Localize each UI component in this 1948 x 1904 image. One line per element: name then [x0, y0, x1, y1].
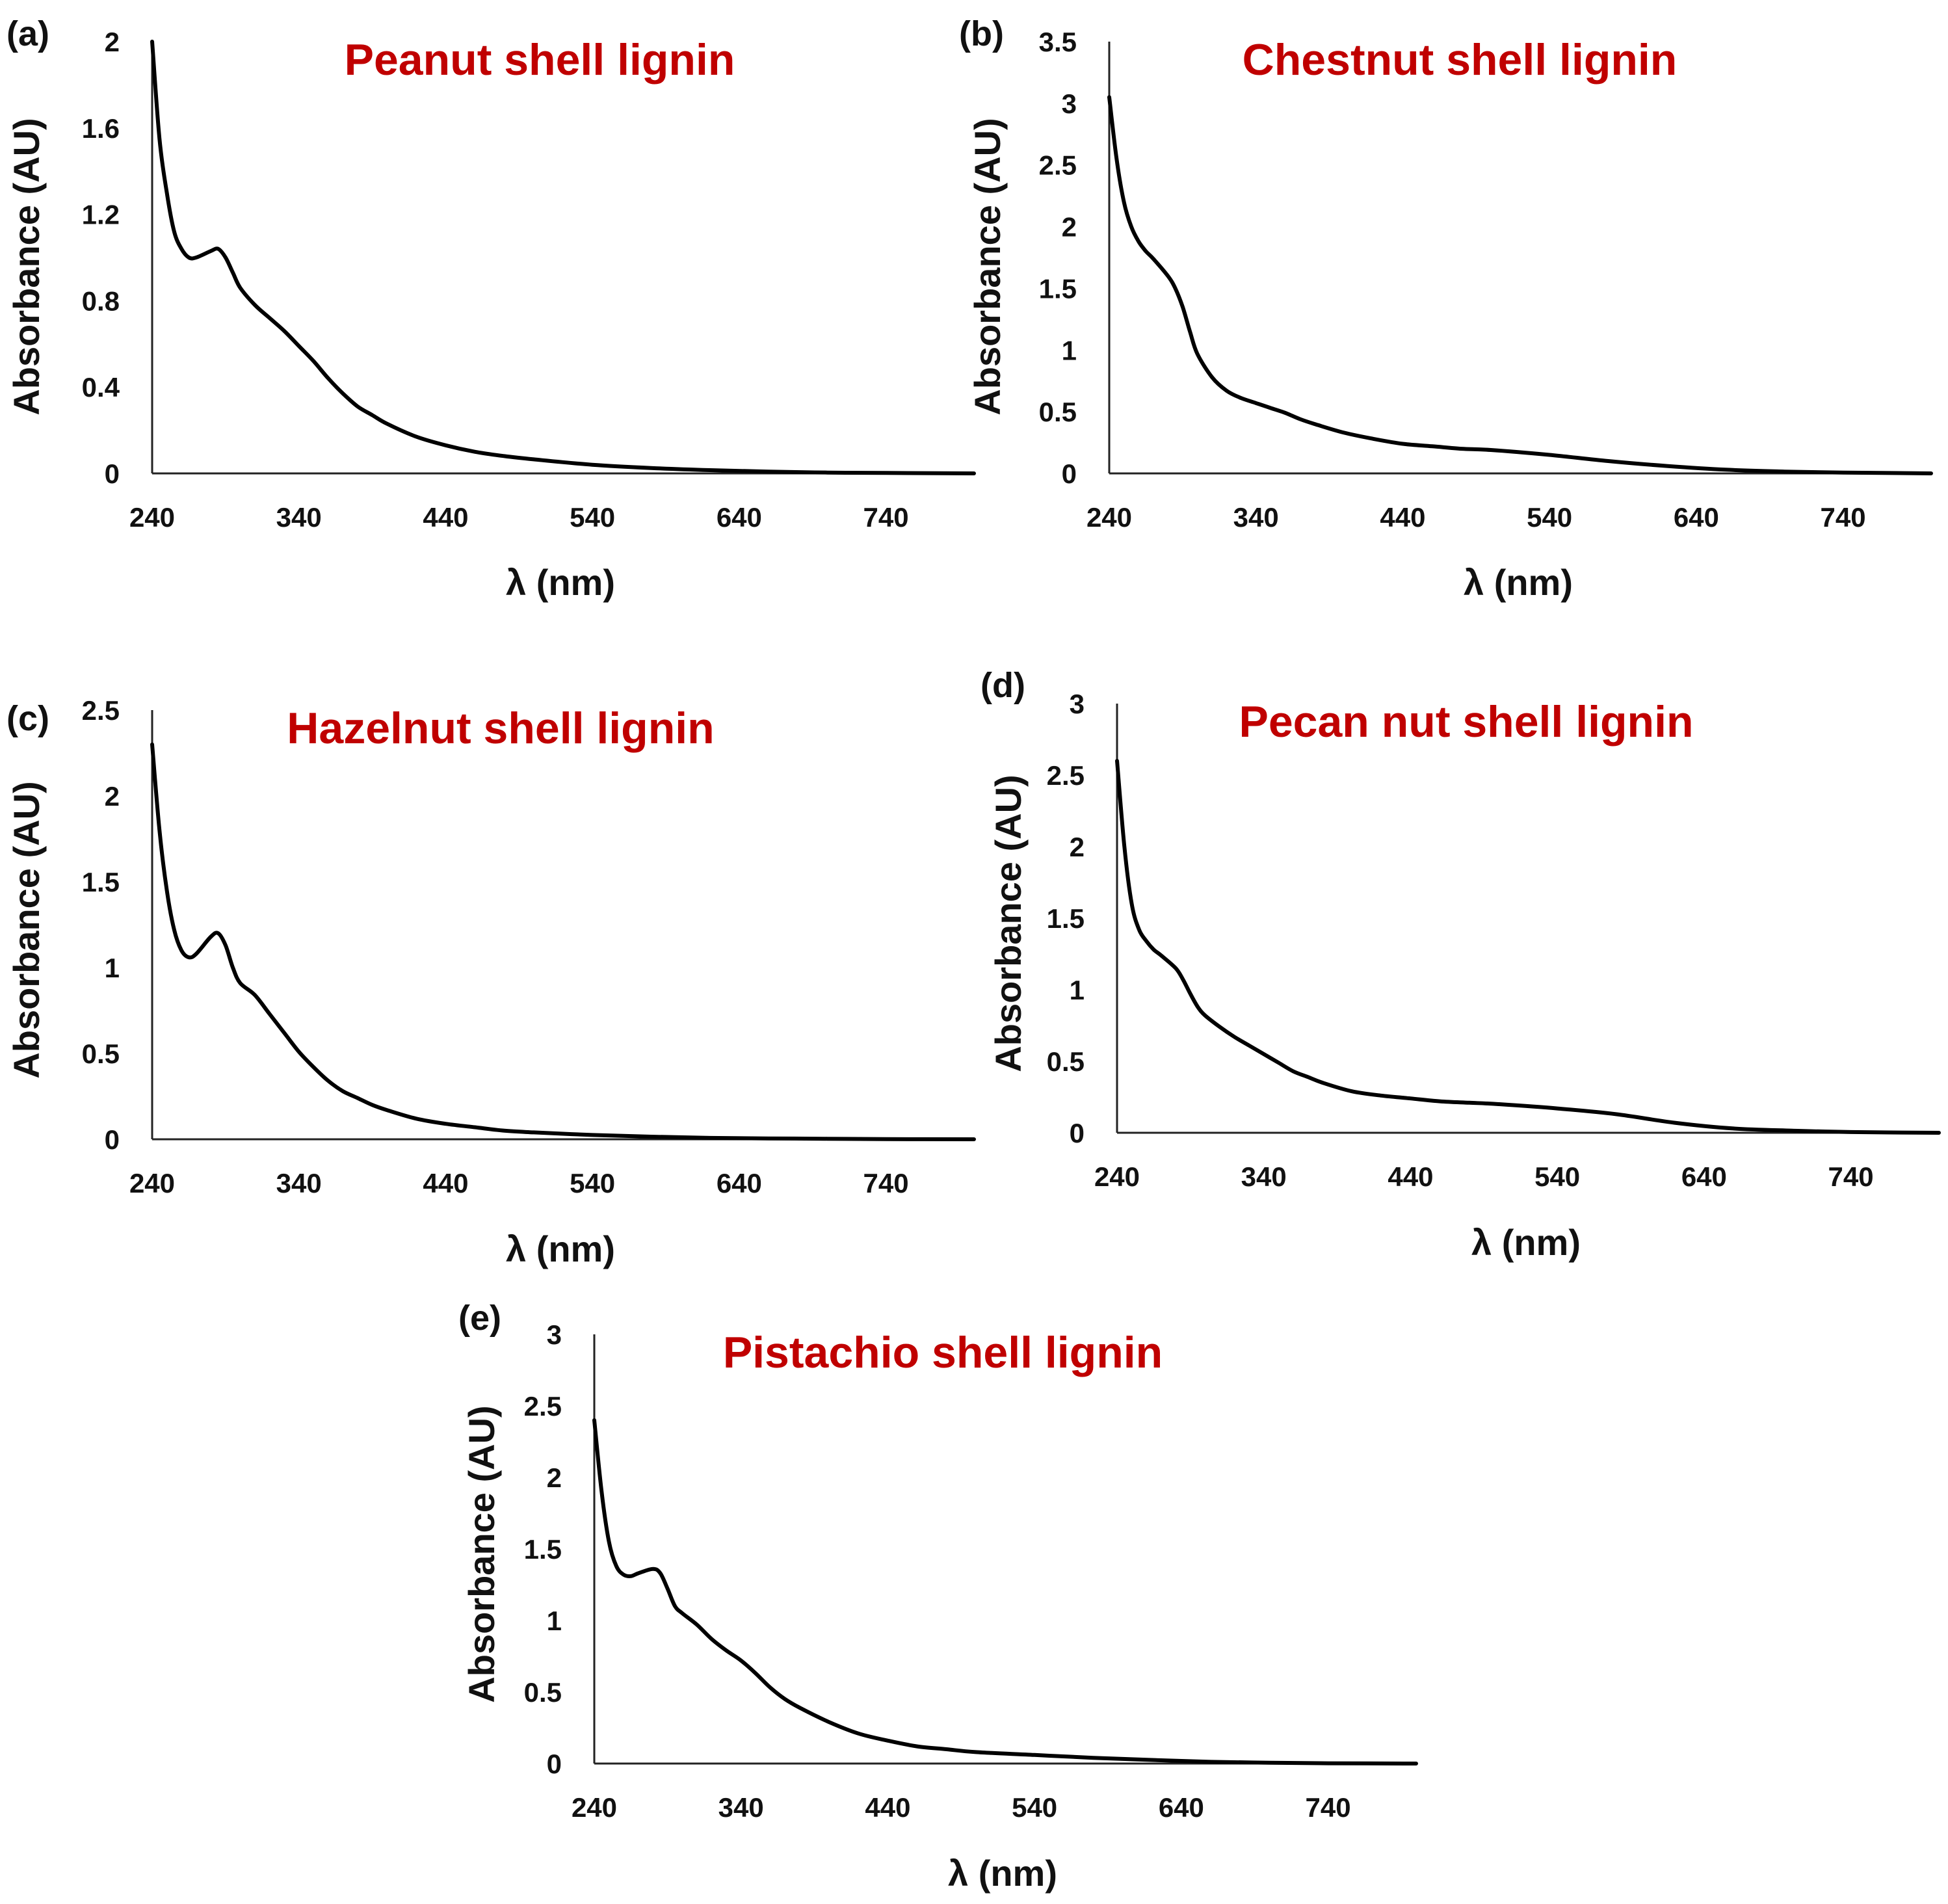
panel-label: (a)	[7, 14, 49, 53]
x-tick-label: 340	[1241, 1161, 1287, 1192]
y-tick-label: 0	[1070, 1118, 1085, 1148]
panel-label: (d)	[981, 666, 1025, 705]
series-line-1	[592, 1418, 1418, 1765]
series-line-1	[150, 742, 976, 1141]
y-tick-label: 0	[105, 458, 120, 489]
y-tick-label: 2	[105, 781, 120, 812]
x-tick-label: 340	[276, 502, 322, 533]
y-tick-label: 2	[105, 27, 120, 57]
x-tick-label: 540	[570, 502, 615, 533]
x-tick-label: 440	[1380, 502, 1425, 533]
series-line-1	[150, 40, 976, 475]
y-tick-label: 2	[547, 1462, 562, 1493]
y-tick-label: 1.2	[82, 200, 120, 230]
x-tick-label: 640	[717, 502, 762, 533]
chart-title: Pistachio shell lignin	[723, 1328, 1163, 1377]
x-tick-label: 240	[129, 1168, 175, 1198]
x-tick-label: 740	[863, 502, 909, 533]
y-tick-label: 1.5	[82, 867, 120, 897]
y-tick-label: 2	[1070, 832, 1085, 862]
y-tick-label: 2.5	[1039, 150, 1077, 181]
chart-panel-b: (b) Chestnut shell lignin 0 0.5 1 1.5 2 2.5 3 3.5…	[959, 14, 1933, 603]
x-tick-label: 640	[1681, 1161, 1727, 1192]
y-tick-label: 2.5	[82, 695, 120, 726]
y-tick-label: 0	[1062, 458, 1077, 489]
panel-label: (c)	[7, 699, 49, 738]
x-tick-label: 240	[1094, 1161, 1140, 1192]
y-tick-label: 1.5	[524, 1534, 562, 1565]
y-tick-label: 1.5	[1047, 903, 1085, 934]
y-tick-label: 2	[1062, 212, 1077, 243]
x-tick-label: 340	[276, 1168, 322, 1198]
y-tick-label: 0.4	[82, 372, 120, 403]
x-axis-title: λ (nm)	[506, 1228, 615, 1269]
x-tick-label: 640	[717, 1168, 762, 1198]
x-tick-label: 240	[572, 1792, 617, 1823]
x-tick-label: 740	[1306, 1792, 1351, 1823]
x-tick-label: 440	[1388, 1161, 1433, 1192]
x-axis-title: λ (nm)	[948, 1853, 1057, 1894]
y-tick-label: 0.5	[524, 1677, 562, 1708]
y-tick-label: 1	[1062, 335, 1077, 365]
y-tick-label: 3	[1062, 88, 1077, 119]
x-tick-label: 540	[1012, 1792, 1057, 1823]
y-tick-label: 2.5	[1047, 760, 1085, 791]
x-tick-label: 240	[129, 502, 175, 533]
x-tick-label: 740	[1821, 502, 1866, 533]
x-tick-label: 540	[1534, 1161, 1580, 1192]
x-tick-label: 740	[863, 1168, 909, 1198]
chart-panel-e: (e) Pistachio shell lignin 0 0.5 1 1.5 2 2.5 3 24…	[458, 1299, 1418, 1894]
x-axis-title: λ (nm)	[1464, 562, 1573, 603]
y-axis-title: Absorbance (AU)	[988, 774, 1029, 1072]
x-tick-label: 240	[1086, 502, 1132, 533]
x-tick-label: 340	[1233, 502, 1279, 533]
x-tick-label: 340	[718, 1792, 764, 1823]
y-tick-label: 1	[547, 1606, 562, 1636]
x-tick-label: 640	[1159, 1792, 1204, 1823]
chart-title: Peanut shell lignin	[345, 35, 735, 85]
x-tick-label: 740	[1828, 1161, 1874, 1192]
y-tick-label: 0.5	[1039, 397, 1077, 427]
chart-panel-c: (c) Hazelnut shell lignin 0 0.5 1 1.5 2 2.5 240 3…	[6, 695, 976, 1269]
panel-label: (b)	[959, 14, 1004, 53]
x-tick-label: 540	[570, 1168, 615, 1198]
series-line-1	[1107, 95, 1933, 475]
y-tick-label: 1	[105, 953, 120, 983]
y-tick-label: 1.5	[1039, 273, 1077, 304]
chart-title: Hazelnut shell lignin	[287, 704, 714, 753]
x-tick-label: 440	[423, 1168, 468, 1198]
x-axis-title: λ (nm)	[506, 562, 615, 603]
y-axis-title: Absorbance (AU)	[967, 118, 1008, 415]
y-tick-label: 0.8	[82, 285, 120, 316]
panel-label: (e)	[458, 1299, 501, 1338]
y-tick-label: 0.5	[1047, 1046, 1085, 1077]
y-tick-label: 1.6	[82, 113, 120, 144]
x-tick-label: 540	[1527, 502, 1572, 533]
y-tick-label: 0	[547, 1749, 562, 1779]
y-tick-label: 0.5	[82, 1038, 120, 1069]
x-tick-label: 440	[865, 1792, 910, 1823]
y-tick-label: 0	[105, 1124, 120, 1155]
y-tick-label: 1	[1070, 975, 1085, 1005]
chart-panel-d: (d) Pecan nut shell lignin 0 0.5 1 1.5 2 2.5 3 24…	[981, 666, 1941, 1263]
y-axis-title: Absorbance (AU)	[461, 1405, 502, 1702]
y-tick-label: 3.5	[1039, 27, 1077, 57]
y-axis-title: Absorbance (AU)	[6, 118, 47, 415]
y-axis-title: Absorbance (AU)	[6, 781, 47, 1078]
chart-panel-a: (a) Peanut shell lignin 0 0.4 0.8 1.2 1.6 2 240 3…	[6, 14, 976, 603]
x-axis-title: λ (nm)	[1471, 1222, 1581, 1263]
series-line-1	[1115, 759, 1941, 1135]
x-tick-label: 640	[1674, 502, 1719, 533]
chart-title: Chestnut shell lignin	[1243, 35, 1678, 85]
x-tick-label: 440	[423, 502, 468, 533]
chart-title: Pecan nut shell lignin	[1239, 697, 1694, 747]
y-tick-label: 2.5	[524, 1391, 562, 1421]
y-tick-label: 3	[547, 1319, 562, 1350]
y-tick-label: 3	[1070, 689, 1085, 719]
